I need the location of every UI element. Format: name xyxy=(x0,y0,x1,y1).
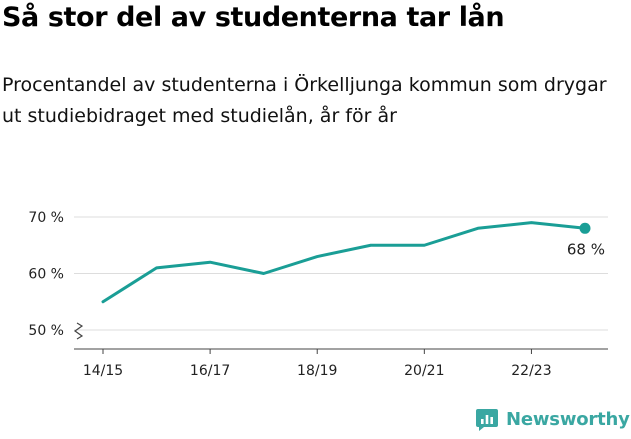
x-tick-label: 14/15 xyxy=(83,363,123,379)
brand-logo: Newsworthy xyxy=(475,407,630,431)
end-point-marker xyxy=(579,222,591,234)
x-tick-label: 20/21 xyxy=(404,363,444,379)
x-tick-label: 22/23 xyxy=(511,363,551,379)
series-line xyxy=(101,221,587,304)
brand-name: Newsworthy xyxy=(506,408,630,430)
y-tick-label: 70 % xyxy=(28,210,64,226)
x-tick-labels: 14/15 16/17 18/19 20/21 22/23 xyxy=(83,349,552,379)
series-line-group: 68 % xyxy=(101,221,605,304)
newsworthy-logo-icon xyxy=(476,409,498,431)
axis-break-icon xyxy=(73,322,84,340)
chart-subtitle: Procentandel av studenterna i Örkelljung… xyxy=(2,74,607,127)
x-tick-label: 18/19 xyxy=(297,363,337,379)
gridlines xyxy=(73,216,608,340)
chart-title: Så stor del av studenterna tar lån xyxy=(2,2,505,33)
y-tick-label: 60 % xyxy=(28,267,64,283)
y-tick-label: 50 % xyxy=(28,323,64,339)
line-chart: 50 % 60 % 70 % 14/15 16/17 18/19 20/21 22/23 6… xyxy=(28,210,608,379)
x-tick-label: 16/17 xyxy=(190,363,230,379)
end-value-label: 68 % xyxy=(567,240,605,258)
y-tick-labels: 50 % 60 % 70 % xyxy=(28,210,64,339)
